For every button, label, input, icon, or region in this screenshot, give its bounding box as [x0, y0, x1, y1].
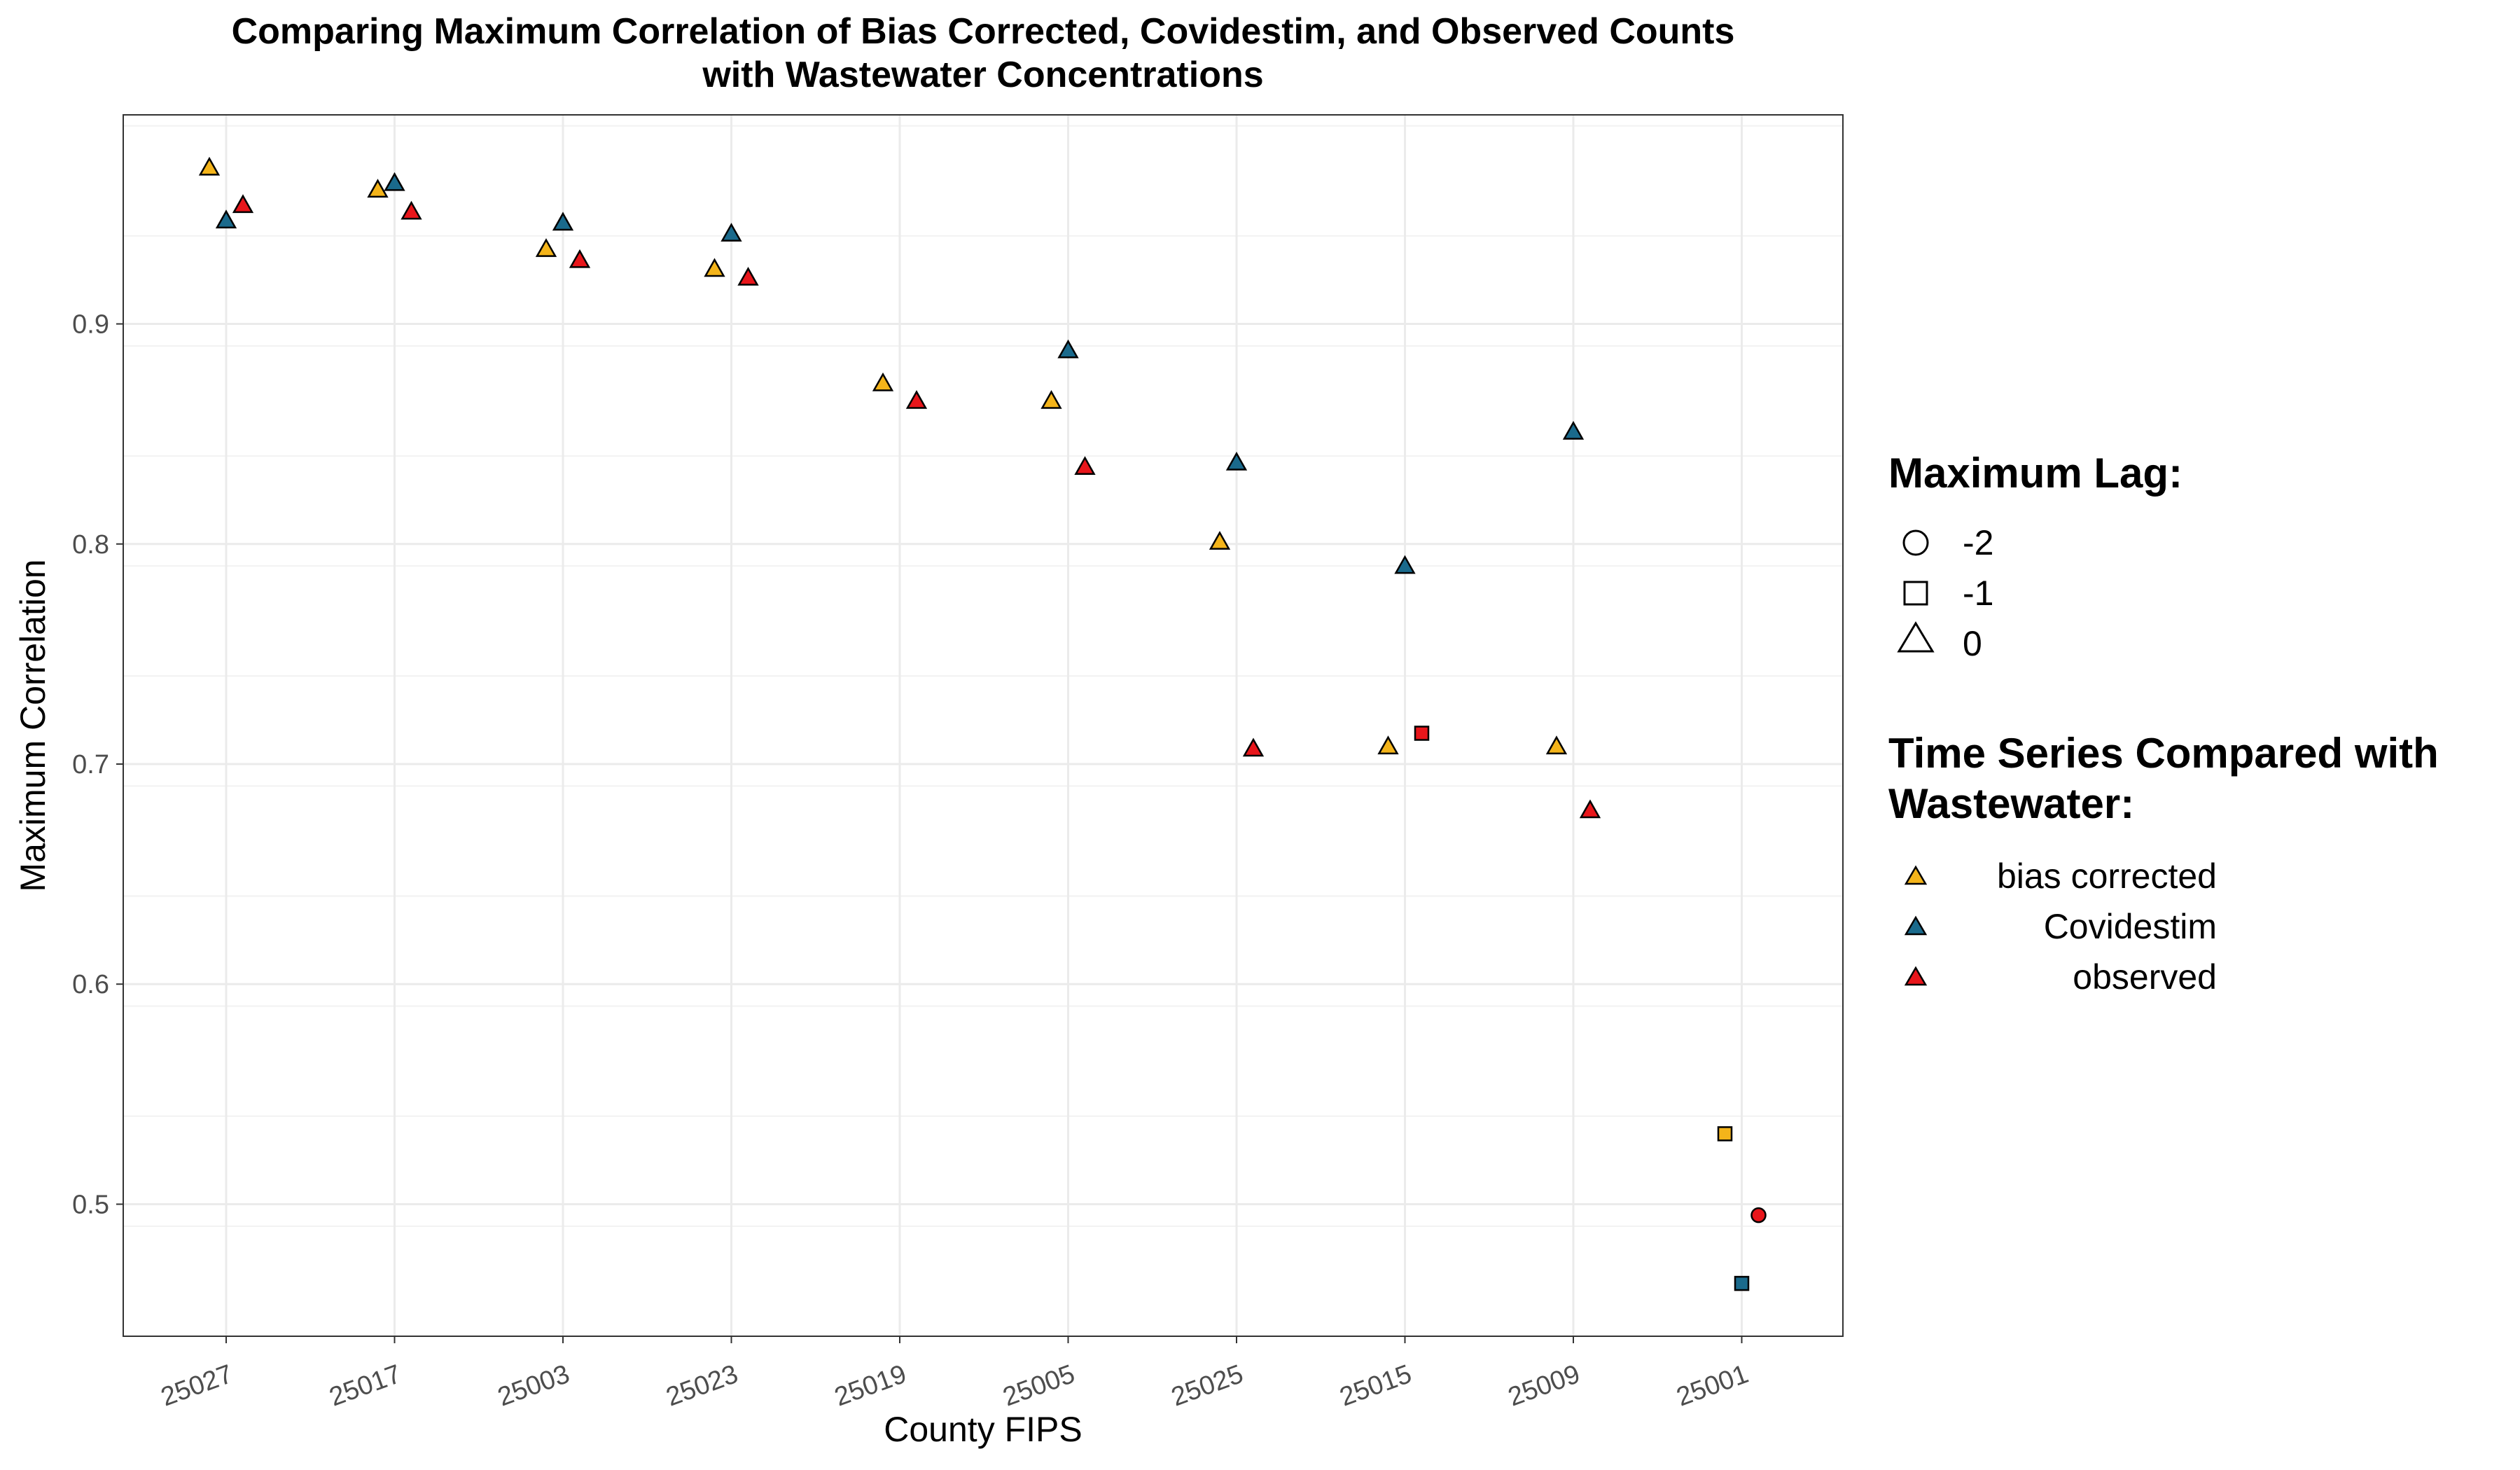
point-observed-25027: [232, 194, 254, 214]
point-observed-25001: [1750, 1207, 1767, 1223]
point-covidestim-25003: [552, 212, 574, 231]
point-bias-corrected-25005: [1040, 389, 1062, 409]
legend-circle-icon: [1902, 529, 1929, 556]
point-bias-corrected-25003: [535, 238, 557, 257]
color-legend-label-bias-corrected: bias corrected: [1997, 857, 2217, 896]
y-tick-label: 0.7: [72, 750, 109, 779]
point-bias-corrected-25019: [872, 372, 894, 391]
point-covidestim-25001: [1734, 1275, 1750, 1291]
point-observed-25003: [569, 249, 591, 268]
legend-square-icon: [1903, 581, 1928, 606]
chart-title-line-2: with Wastewater Concentrations: [702, 55, 1263, 95]
point-covidestim-25025: [1225, 451, 1248, 471]
point-observed-25023: [737, 266, 759, 286]
plot-panel-border: [123, 114, 1844, 1337]
point-observed-25015: [1414, 726, 1430, 741]
point-bias-corrected-25001: [1717, 1126, 1733, 1142]
shape-legend-label-lag-minus-2: -2: [1963, 523, 1993, 562]
legend-triangle-icon: [1897, 621, 1935, 653]
point-observed-25017: [401, 200, 422, 220]
shape-legend: Maximum Lag: -2 -1 0: [1888, 450, 2183, 663]
point-bias-corrected-25015: [1377, 735, 1399, 755]
y-tick-label: 0.6: [72, 970, 109, 999]
color-legend-label-covidestim: Covidestim: [2044, 907, 2217, 946]
point-observed-25009: [1579, 799, 1601, 819]
point-covidestim-25017: [384, 172, 405, 191]
legend-bias-corrected-swatch-icon: [1904, 865, 1928, 885]
point-covidestim-25009: [1562, 420, 1585, 440]
point-covidestim-25005: [1057, 339, 1079, 359]
color-legend-title-line-2: Wastewater:: [1888, 780, 2134, 827]
legend-covidestim-swatch-icon: [1904, 915, 1928, 936]
legend-observed-swatch-icon: [1904, 966, 1928, 986]
color-legend-label-observed: observed: [2073, 957, 2217, 997]
point-observed-25005: [1074, 456, 1096, 476]
point-covidestim-25023: [721, 223, 742, 242]
color-legend: Time Series Compared with Wastewater: bi…: [1888, 730, 2439, 997]
point-bias-corrected-25023: [704, 258, 725, 277]
x-axis-title: County FIPS: [884, 1410, 1082, 1449]
y-tick-label: 0.8: [72, 530, 109, 560]
data-points: [198, 156, 1767, 1291]
chart-title-line-1: Comparing Maximum Correlation of Bias Co…: [232, 11, 1735, 52]
point-observed-25025: [1242, 737, 1265, 757]
point-bias-corrected-25027: [198, 156, 221, 176]
point-covidestim-25027: [215, 209, 237, 229]
shape-legend-title: Maximum Lag:: [1888, 450, 2183, 497]
color-legend-title-line-1: Time Series Compared with: [1888, 730, 2439, 777]
point-bias-corrected-25017: [367, 179, 389, 198]
point-observed-25019: [905, 389, 928, 409]
shape-legend-label-lag-minus-1: -1: [1963, 574, 1993, 613]
y-tick-label: 0.9: [72, 310, 109, 340]
point-bias-corrected-25025: [1209, 531, 1231, 550]
shape-legend-label-lag-0: 0: [1963, 624, 1982, 663]
point-covidestim-25015: [1394, 555, 1416, 574]
y-axis-title: Maximum Correlation: [13, 559, 53, 892]
y-tick-label: 0.5: [72, 1190, 109, 1219]
point-bias-corrected-25009: [1545, 735, 1568, 755]
grid-lines: [123, 115, 1843, 1336]
